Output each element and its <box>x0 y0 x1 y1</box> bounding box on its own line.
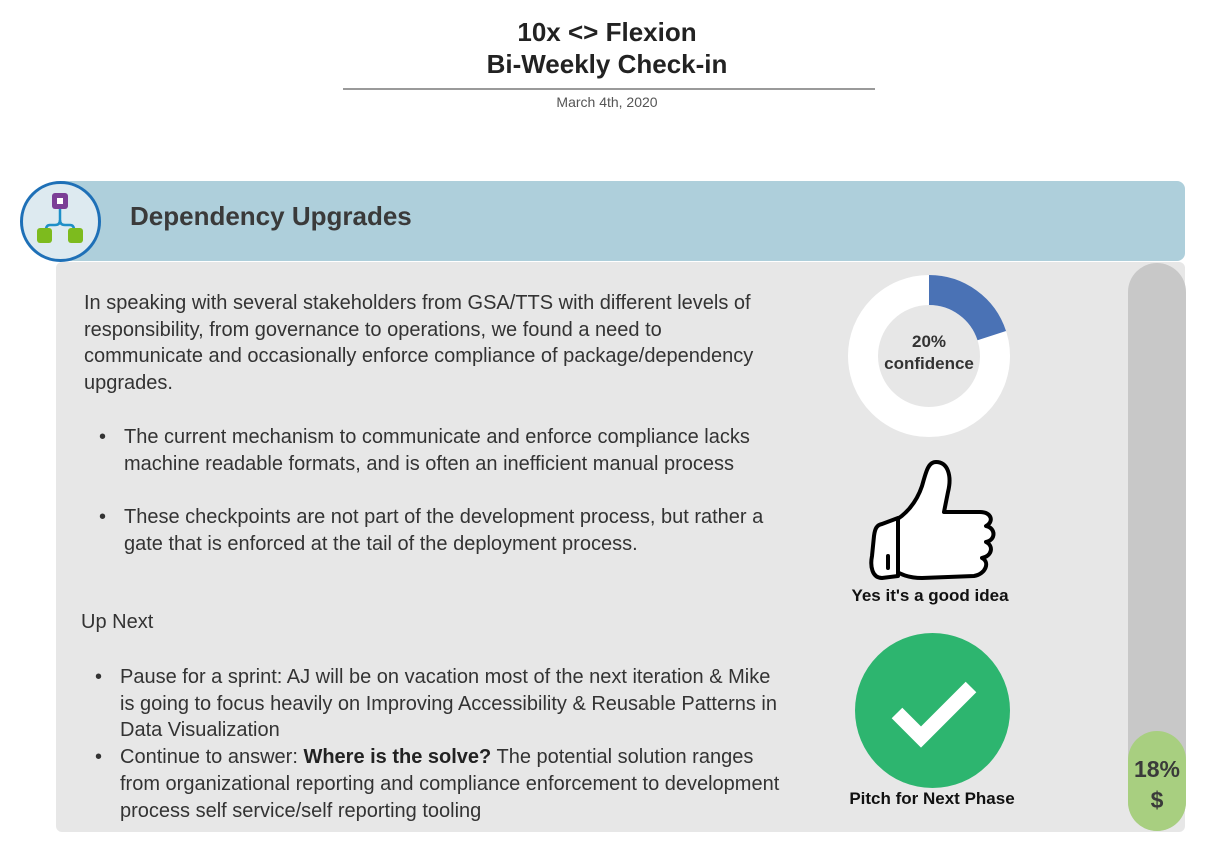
item-emphasis: Where is the solve? <box>303 746 492 769</box>
budget-value: 18% <box>1133 756 1181 782</box>
confidence-value: 20% <box>911 332 947 351</box>
section-title: Dependency Upgrades <box>130 201 412 231</box>
decision-caption: Pitch for Next Phase <box>849 789 1015 808</box>
thumbs-caption: Yes it's a good idea <box>851 586 1009 605</box>
up-next-text: Pause for a sprint: AJ will be on vacati… <box>80 664 780 824</box>
list-item: Continue to answer: Where is the solve? … <box>80 744 780 824</box>
up-next-list: Pause for a sprint: AJ will be on vacati… <box>80 664 780 824</box>
budget-label: 18% $ <box>1128 754 1186 816</box>
title-line-2: Bi-Weekly Check-in <box>486 49 728 79</box>
item-prefix: Continue to answer: <box>120 746 304 769</box>
findings-text: In speaking with several stakeholders fr… <box>84 290 784 558</box>
budget-bar-fill <box>1128 731 1186 831</box>
list-item: These checkpoints are not part of the de… <box>84 504 784 557</box>
findings-list: The current mechanism to communicate and… <box>84 424 784 558</box>
meeting-date: March 4th, 2020 <box>556 94 658 110</box>
decision-badge <box>855 633 1010 788</box>
intro-paragraph: In speaking with several stakeholders fr… <box>84 292 754 395</box>
deck-title: 10x <> Flexion Bi-Weekly Check-in <box>0 16 1214 80</box>
budget-symbol: $ <box>1150 787 1164 813</box>
donut-value-arc <box>928 275 1007 341</box>
title-divider <box>343 88 875 90</box>
confidence-donut <box>848 275 1010 437</box>
checkmark-icon <box>891 681 977 748</box>
confidence-caption: confidence <box>884 354 974 373</box>
confidence-label: 20% confidence <box>846 331 1012 375</box>
item-suffix: The potential solution ranges from organ… <box>120 746 780 822</box>
section-header-bar <box>56 181 1185 261</box>
title-line-1: 10x <> Flexion <box>517 17 697 47</box>
up-next-heading: Up Next <box>81 611 154 633</box>
workflow-hierarchy-icon <box>20 181 101 262</box>
list-item: The current mechanism to communicate and… <box>84 424 784 477</box>
list-item: Pause for a sprint: AJ will be on vacati… <box>80 664 780 744</box>
thumbs-up-icon <box>869 460 996 580</box>
